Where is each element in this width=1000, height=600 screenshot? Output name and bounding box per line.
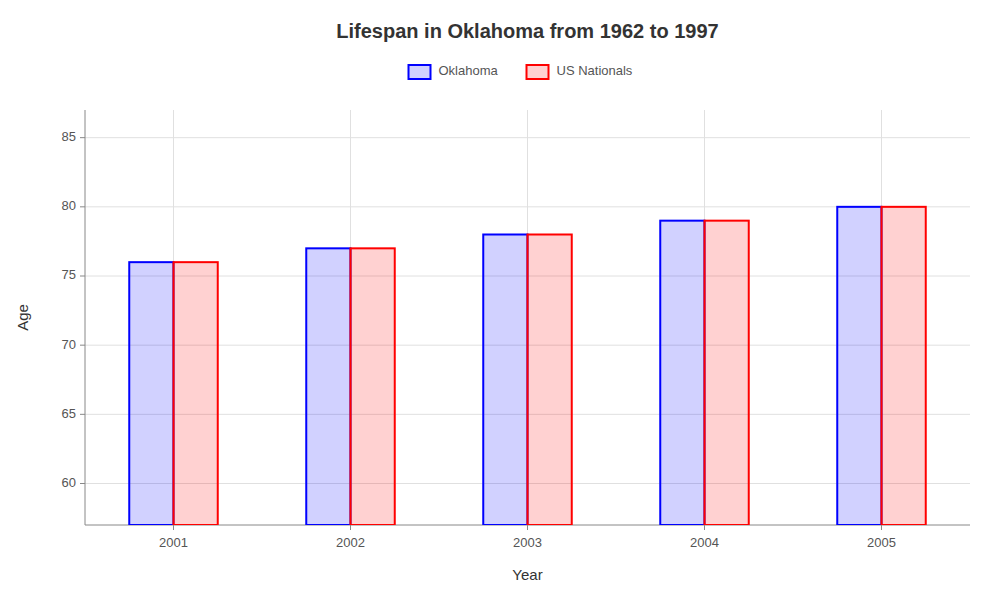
bar bbox=[351, 248, 395, 525]
x-tick-label: 2001 bbox=[159, 535, 188, 550]
x-tick bbox=[881, 525, 882, 530]
legend-swatch bbox=[409, 65, 431, 79]
x-tick bbox=[527, 525, 528, 530]
bar bbox=[174, 262, 218, 525]
x-tick bbox=[704, 525, 705, 530]
legend-swatch bbox=[527, 65, 549, 79]
y-tick bbox=[80, 276, 85, 277]
y-tick bbox=[80, 414, 85, 415]
y-tick-label: 75 bbox=[62, 267, 76, 282]
title: Lifespan in Oklahoma from 1962 to 1997 bbox=[336, 20, 718, 42]
bars bbox=[129, 207, 926, 525]
bar bbox=[837, 207, 881, 525]
bar bbox=[660, 221, 704, 525]
legend: Oklahoma US Nationals bbox=[409, 63, 633, 79]
legend-label: Oklahoma bbox=[439, 63, 499, 78]
grid bbox=[85, 110, 970, 525]
y-axis-label: Age bbox=[14, 304, 31, 331]
y-tick bbox=[80, 345, 85, 346]
bar bbox=[705, 221, 749, 525]
y-tick-label: 85 bbox=[62, 129, 76, 144]
chart-container: 60 65 70 75 80 85 2001 2002 2003 2004 2005 Lifespan… bbox=[0, 0, 1000, 600]
y-tick-label: 60 bbox=[62, 475, 76, 490]
y-tick-label: 65 bbox=[62, 406, 76, 421]
x-tick bbox=[173, 525, 174, 530]
y-tick bbox=[80, 483, 85, 484]
y-tick bbox=[80, 206, 85, 207]
chart: 60 65 70 75 80 85 2001 2002 2003 2004 2005 Lifespan… bbox=[0, 0, 1000, 600]
x-axis-label: Year bbox=[512, 566, 542, 583]
bar bbox=[528, 235, 572, 526]
y-tick-label: 80 bbox=[62, 198, 76, 213]
y-tick-label: 70 bbox=[62, 337, 76, 352]
x-tick-label: 2003 bbox=[513, 535, 542, 550]
x-tick-label: 2004 bbox=[690, 535, 719, 550]
x-tick-label: 2002 bbox=[336, 535, 365, 550]
legend-label: US Nationals bbox=[557, 63, 633, 78]
y-tick bbox=[80, 137, 85, 138]
bar bbox=[483, 235, 527, 526]
bar bbox=[129, 262, 173, 525]
x-tick bbox=[350, 525, 351, 530]
x-tick-label: 2005 bbox=[867, 535, 896, 550]
y-axis-line bbox=[85, 110, 86, 525]
bar bbox=[882, 207, 926, 525]
bar bbox=[306, 248, 350, 525]
